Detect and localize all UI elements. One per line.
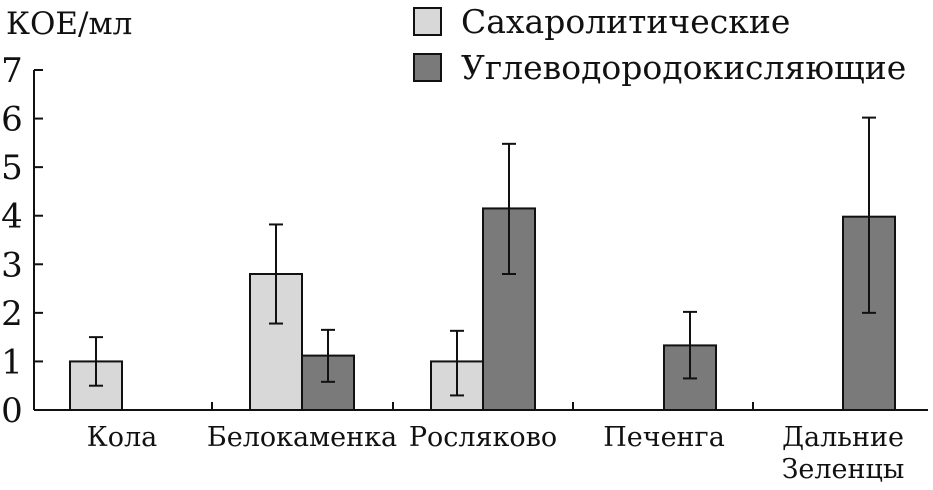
y-tick-label: 1: [1, 342, 23, 382]
y-tick-label: 5: [1, 148, 23, 188]
x-axis: Кола Белокаменка Росляково Печенга ДальниеЗе…: [34, 402, 928, 485]
x-category-label: Кола: [87, 422, 157, 453]
error-bar-0-0: [89, 336, 103, 387]
bars: [69, 207, 896, 412]
y-tick-label: 7: [1, 51, 23, 91]
y-axis: 0 1 2 3 4 5 6 7: [1, 51, 43, 431]
legend-label-saccharolytic: Сахаролитические: [461, 2, 790, 41]
y-axis-label: КОЕ/мл: [6, 6, 132, 42]
legend-swatch-saccharolytic: [413, 7, 442, 36]
error-bar-0-1: [269, 223, 283, 325]
error-bar-1-4: [862, 116, 876, 314]
y-tick-label: 2: [1, 294, 23, 334]
y-tick-label: 3: [1, 245, 23, 285]
legend-swatch-hydrocarbon: [413, 53, 442, 82]
error-bar-0-2: [450, 329, 464, 397]
error-bar-1-3: [683, 310, 697, 380]
x-category-label: Белокаменка: [207, 422, 397, 453]
x-category-label: Дальние: [782, 422, 904, 453]
y-tick-label: 0: [1, 391, 23, 431]
y-tick-label: 4: [1, 197, 23, 237]
error-bar-1-2: [502, 142, 516, 275]
error-bar-1-1: [321, 328, 335, 383]
x-category-label: Зеленцы: [782, 454, 905, 485]
error-bars: [89, 116, 876, 397]
y-tick-label: 6: [1, 100, 23, 140]
legend-label-hydrocarbon: Углеводородокисляющие: [461, 48, 906, 87]
x-category-label: Росляково: [409, 422, 557, 453]
legend: Сахаролитические Углеводородокисляющие: [413, 2, 906, 87]
x-category-label: Печенга: [603, 422, 725, 453]
